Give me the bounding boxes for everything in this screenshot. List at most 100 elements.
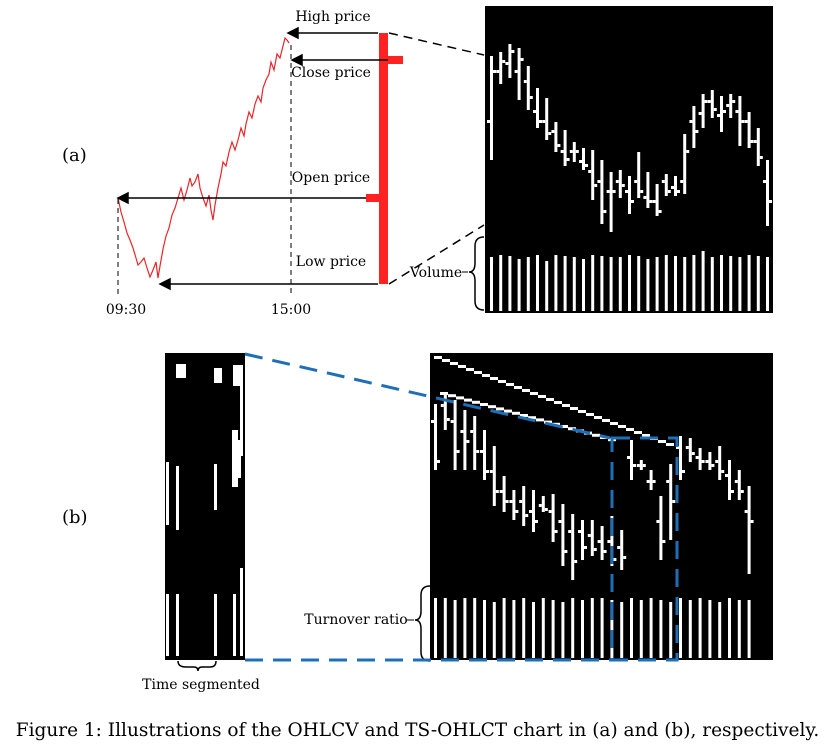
ohlcv-volume-bar [710,257,714,311]
ts-ohlct-turnover-bar [639,600,643,658]
ts-ohlct-price-bar [744,510,748,513]
ohlcv-volume-bar [609,257,613,311]
ts-trail-step [440,392,448,395]
ohlcv-price-bar [579,160,582,163]
ts-ohlct-turnover-bar [463,598,467,658]
ts-ohlct-price-bar [512,490,516,520]
ts-ohlct-turnover-bar [571,598,575,658]
ts-ohlct-turnover-bar [600,598,604,658]
ts-ohlct-price-bar [705,460,709,463]
ts-ohlct-price-bar [541,496,545,512]
ts-segment-bar [233,594,236,656]
ohlcv-price-bar [643,196,647,199]
ts-ohlct-turnover-bar [532,602,535,658]
ts-ohlct-price-bar [728,460,731,500]
ts-trail-step [448,394,456,398]
ohlcv-price-bar [539,120,542,123]
ts-ohlct-price-bar [639,460,643,470]
ts-ohlct-turnover-bar [659,600,663,658]
ts-ohlct-price-bar [698,448,702,470]
ts-ohlct-turnover-bar [737,600,741,658]
ohlcv-price-bar [723,110,726,113]
ohlcv-volume-bar [674,256,677,311]
ts-trail-step [504,409,512,413]
ts-ohlct-price-bar [486,470,489,473]
ohlcv-price-bar [683,134,687,194]
close-arrowhead [290,53,303,67]
ts-ohlct-turnover-bar [551,600,555,658]
ts-ohlct-price-bar [711,464,715,467]
ts-ohlct-price-bar [470,430,474,433]
ts-ohlct-turnover-bar [434,598,437,658]
ohlcv-price-bar [493,70,496,73]
ohlcv-price-bar [732,100,736,103]
ohlcv-price-bar [523,80,527,83]
ohlcv-price-bar [517,48,521,100]
ts-ohlct-price-bar [466,440,470,443]
ts-ohlct-turnover-bar [688,600,692,658]
ts-ohlct-price-bar [656,520,660,523]
ts-trail-step [546,398,554,401]
ts-ohlct-price-bar [440,404,444,407]
ohlcv-price-bar [717,114,720,117]
ts-ohlct-price-bar [489,470,493,473]
ts-ohlct-price-bar [659,496,663,560]
ohlcv-price-bar [634,180,638,183]
ts-ohlct-turnover-bar [502,598,506,658]
ohlcv-volume-bar [499,255,503,311]
ts-trail-step [666,443,674,446]
ts-ohlct-price-bar [636,464,640,467]
ts-ohlct-price-bar [642,464,646,467]
ts-ohlct-price-bar [688,438,692,462]
ohlcv-price-bar [726,104,730,107]
open-arrowhead [116,191,129,205]
ohlcv-price-bar [585,164,588,167]
ts-segment-bar [232,430,238,487]
ts-ohlct-price-bar [649,470,653,490]
ohlcv-price-bar [735,110,739,113]
ts-ohlct-price-bar [603,550,607,553]
ts-segment-bar [214,464,217,510]
turnover-ratio-label: Turnover ratio [304,612,407,628]
ts-segment-bar [176,594,179,656]
close-price-label: Close price [291,65,371,81]
ts-ohlct-price-bar [544,508,548,511]
ts-trail-step [634,431,642,434]
ohlcv-volume-bar [536,255,539,311]
ts-ohlct-turnover-bar [483,600,486,658]
ts-ohlct-price-bar [548,510,552,513]
ts-trail-step [528,416,536,420]
ohlcv-price-bar [548,132,552,135]
ts-ohlct-price-bar [519,500,523,503]
ts-ohlct-price-bar [721,470,725,473]
ohlcv-volume-bar [526,257,530,311]
ts-ohlct-turnover-bar [561,602,565,658]
ts-ohlct-price-bar [630,440,633,480]
ohlcv-price-bar [597,180,601,183]
ts-trail-step [544,420,552,424]
ohlcv-price-bar [514,70,518,73]
ts-segment-bar [233,365,243,386]
ohlcv-price-bar [744,120,748,123]
ts-ohlct-price-bar [522,486,526,526]
ts-trail-step [466,368,474,371]
ohlcv-price-bar [499,52,503,84]
ts-trail-step [618,425,626,428]
ohlcv-price-bar [618,170,622,198]
ohlcv-price-bar [637,152,641,198]
ts-ohlct-turnover-bar [698,598,702,658]
ohlcv-price-bar [720,96,723,132]
ohlcv-price-bar [606,190,610,193]
ts-ohlct-price-bar [666,480,670,483]
segment-highlight-box [610,436,679,662]
ohlcv-price-bar [615,180,619,183]
ohlcv-price-bar [496,70,500,73]
ohlcv-price-bar [707,100,711,103]
ohlcv-price-bar [753,140,757,143]
ohlcv-volume-bar [720,255,723,311]
zoom-connector-bottom [388,224,485,285]
ts-ohlct-price-bar [682,470,685,473]
ohlcv-price-bar [661,180,665,183]
ohlcv-price-bar [526,66,530,110]
ts-segment-bar [238,440,241,478]
